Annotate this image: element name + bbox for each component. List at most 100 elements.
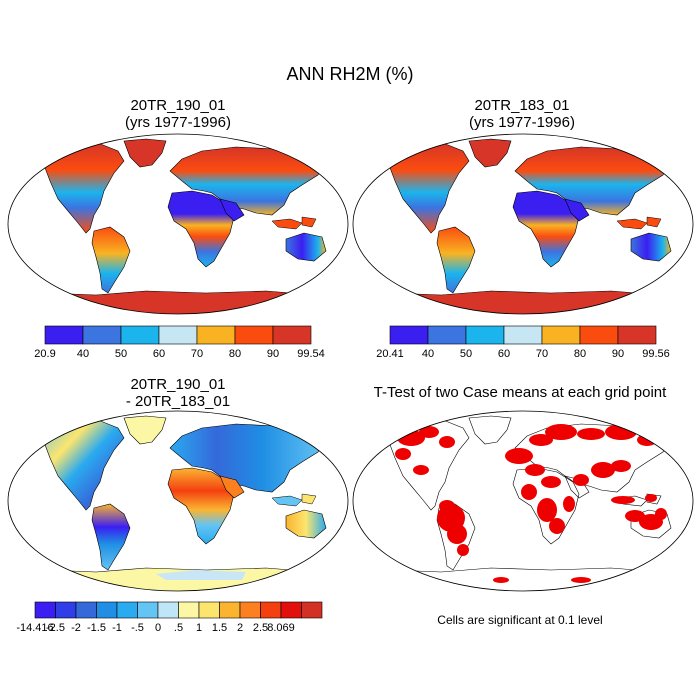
significant-cell-cluster xyxy=(541,476,561,488)
significant-cell-cluster xyxy=(521,484,537,500)
south-america-landmass xyxy=(436,226,476,294)
panel-3-colorbar-swatch-11 xyxy=(260,601,282,619)
panel-4-title: T-Test of two Case means at each grid po… xyxy=(373,384,667,401)
panel-2-colorbar-swatch-4 xyxy=(541,325,581,345)
panel-3-colorbar-swatch-9 xyxy=(219,601,241,619)
panel-3-colorbar-swatch-2 xyxy=(75,601,97,619)
panel-1-colorbar-label-4: 70 xyxy=(191,348,203,360)
panel-3-colorbar-label-8: 1 xyxy=(196,622,202,634)
significant-cell-cluster xyxy=(549,518,565,534)
significant-cell-cluster xyxy=(655,508,667,520)
indonesia-landmass xyxy=(271,493,317,507)
panel-3-colorbar-swatch-1 xyxy=(55,601,77,619)
eurasia-landmass xyxy=(169,146,325,216)
map-boundary xyxy=(7,133,349,315)
significant-cell-cluster xyxy=(439,500,455,512)
arabia-landmass xyxy=(564,198,590,222)
significant-cell-cluster xyxy=(563,496,575,512)
significant-cell-cluster xyxy=(457,544,469,556)
map-boundary xyxy=(352,410,694,592)
panel-1-colorbar-swatch-0 xyxy=(44,325,84,345)
panel-3-colorbar-swatch-6 xyxy=(157,601,179,619)
panel-3-colorbar: -14.416-2.5 -2 -1.5 -1 -.5 0 .5 1 1.5 2 2.5 8.069 xyxy=(16,601,323,634)
panel-3-title: 20TR_190_01 - 20TR_183_01 xyxy=(60,376,296,410)
panel-1-title-line-2: (yrs 1977-1996) xyxy=(125,114,231,131)
significance-note: Cells are significant at 0.1 level xyxy=(437,613,603,627)
significant-cell-cluster xyxy=(413,465,429,475)
significant-cells xyxy=(373,424,667,583)
panel-2-colorbar-swatch-2 xyxy=(465,325,505,345)
africa-landmass xyxy=(167,467,235,545)
significant-cell-cluster xyxy=(611,460,631,472)
arabia-landmass xyxy=(219,475,245,499)
panel-1-colorbar-swatch-1 xyxy=(82,325,122,345)
panel-3-colorbar-label-10: 2 xyxy=(237,622,243,634)
indonesia-landmass xyxy=(271,216,317,230)
significant-cell-cluster xyxy=(591,462,615,478)
panel-1-colorbar-swatch-5 xyxy=(234,325,274,345)
panel-1-colorbar-swatch-6 xyxy=(272,325,312,345)
significant-cell-cluster xyxy=(493,577,509,583)
australia-landmass xyxy=(285,232,327,262)
panel-2-colorbar-label-7: 99.56 xyxy=(642,348,670,360)
significant-cell-cluster xyxy=(395,448,411,460)
panel-1-colorbar-label-1: 40 xyxy=(77,348,89,360)
greenland-landmass xyxy=(468,138,512,168)
australia-landmass xyxy=(630,232,672,262)
greenland-landmass xyxy=(123,415,167,445)
panel-2-title: 20TR_183_01 (yrs 1977-1996) xyxy=(404,97,640,131)
antarctica-landmass xyxy=(353,290,693,314)
panel-3-colorbar-swatch-8 xyxy=(198,601,220,619)
significant-cell-cluster xyxy=(545,424,577,440)
panel-3-colorbar-swatch-4 xyxy=(116,601,138,619)
panel-2-colorbar-label-5: 80 xyxy=(574,348,586,360)
north-america-landmass xyxy=(40,419,125,511)
significant-cell-cluster xyxy=(505,448,533,464)
panel-3-colorbar-swatch-10 xyxy=(239,601,261,619)
panel-3-colorbar-label-6: 0 xyxy=(155,622,161,634)
panel-3-colorbar-label-4: -1 xyxy=(112,622,122,634)
panel-3-colorbar-swatch-12 xyxy=(280,601,302,619)
panel-3-colorbar-label-0: -14.416 xyxy=(16,622,53,634)
panel-3-title-line-2: - 20TR_183_01 xyxy=(125,393,231,410)
panel-2-colorbar-swatch-3 xyxy=(503,325,543,345)
panel-1-colorbar-label-0: 20.9 xyxy=(34,348,55,360)
significant-cell-cluster xyxy=(645,494,657,502)
panel-3-colorbar-label-2: -2 xyxy=(71,622,81,634)
panel-2-colorbar-label-3: 60 xyxy=(498,348,510,360)
australia-landmass xyxy=(285,509,327,539)
panel-1-title: 20TR_190_01 (yrs 1977-1996) xyxy=(60,97,296,131)
panel-1-colorbar: 20.9 40 50 60 70 80 90 99.54 xyxy=(34,325,325,360)
greenland-landmass xyxy=(123,138,167,168)
panel-3-colorbar-swatch-5 xyxy=(137,601,159,619)
panel-1-map xyxy=(7,133,349,315)
panel-2-title-line-2: (yrs 1977-1996) xyxy=(469,114,575,131)
panel-3-colorbar-swatch-13 xyxy=(301,601,323,619)
panel-2-colorbar-swatch-0 xyxy=(389,325,429,345)
panel-1-colorbar-label-2: 50 xyxy=(115,348,127,360)
panel-3-colorbar-swatch-7 xyxy=(178,601,200,619)
africa-landmass xyxy=(167,190,235,268)
significant-cell-cluster xyxy=(419,426,439,438)
significant-cell-cluster xyxy=(525,464,545,476)
panel-1-colorbar-label-5: 80 xyxy=(229,348,241,360)
panel-3-colorbar-swatch-3 xyxy=(96,601,118,619)
panel-2-colorbar-label-0: 20.41 xyxy=(376,348,404,360)
panel-3-colorbar-label-11: 2.5 xyxy=(253,622,268,634)
panel-1-colorbar-label-3: 60 xyxy=(153,348,165,360)
indonesia-landmass xyxy=(616,216,662,230)
panel-4-map xyxy=(352,410,694,592)
significant-cell-cluster xyxy=(439,436,455,448)
significant-cell-cluster xyxy=(645,575,657,581)
significant-cell-cluster xyxy=(373,577,389,583)
panel-3-colorbar-label-12: 8.069 xyxy=(267,622,295,634)
panel-2-colorbar-label-4: 70 xyxy=(536,348,548,360)
panel-3-colorbar-label-3: -1.5 xyxy=(87,622,106,634)
south-america-landmass xyxy=(91,226,131,294)
panel-1-colorbar-swatch-4 xyxy=(196,325,236,345)
panel-2-colorbar-swatch-5 xyxy=(579,325,619,345)
panel-2-colorbar-label-1: 40 xyxy=(422,348,434,360)
panel-1-colorbar-swatch-3 xyxy=(158,325,198,345)
map-boundary xyxy=(352,133,694,315)
panel-2-colorbar-label-6: 90 xyxy=(612,348,624,360)
